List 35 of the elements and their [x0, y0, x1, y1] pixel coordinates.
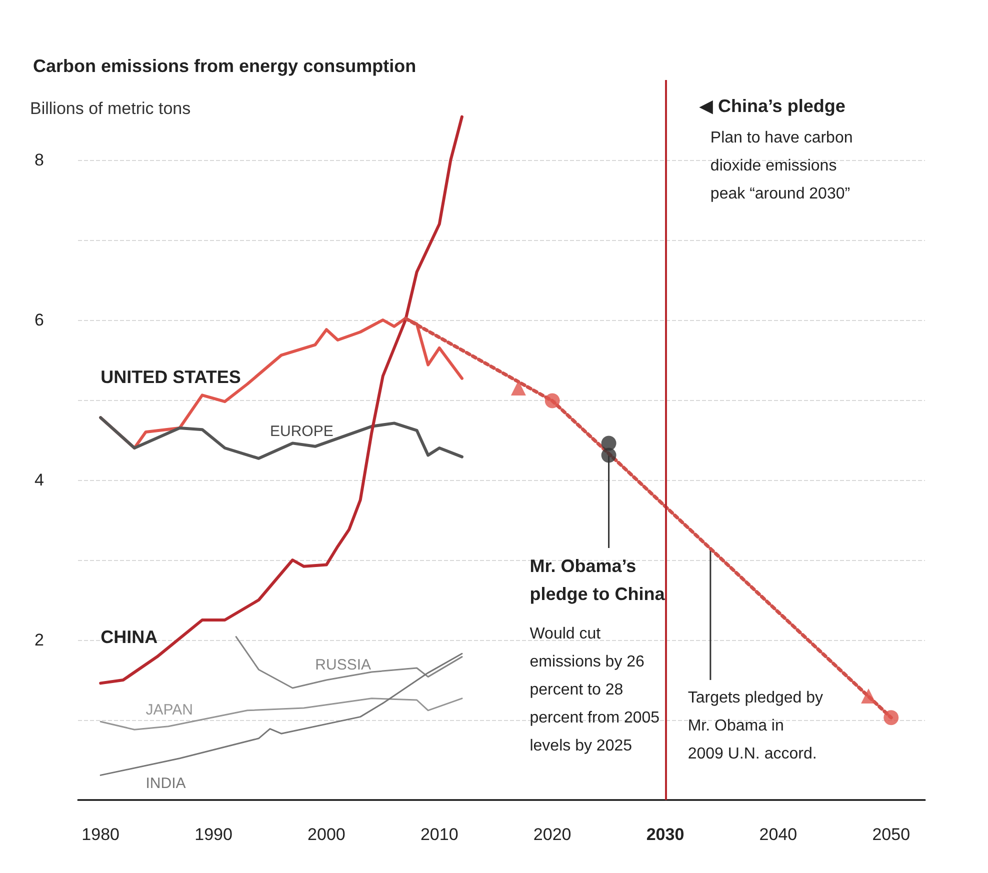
- y-axis-title: Billions of metric tons: [30, 99, 191, 118]
- y-tick-label: 8: [34, 150, 44, 170]
- line-series: [99, 416, 464, 460]
- x-tick-label: 2040: [759, 825, 798, 844]
- series-label: UNITED STATES: [100, 367, 241, 387]
- annotation: Plan to have carbon dioxide emissions peak “around 2030”: [710, 130, 853, 202]
- y-tick-label: 6: [34, 310, 44, 330]
- x-tick-label: 1990: [194, 825, 232, 844]
- annotation: Targets pledged by Mr. Obama in 2009 U.N. accord.: [688, 690, 824, 762]
- point: [544, 393, 560, 408]
- x-tick-label: 2000: [308, 825, 346, 844]
- point: [861, 688, 876, 704]
- series-label: EUROPE: [270, 423, 334, 440]
- annotation: Would cut emissions by 26 percent to 28 percent from 2005 levels by 2025: [530, 626, 660, 754]
- annotation: ◀ China’s pledge: [699, 96, 846, 116]
- x-tick-label: 2010: [420, 825, 458, 844]
- point: [601, 448, 616, 463]
- series-label: JAPAN: [146, 701, 193, 718]
- x-tick-label: 2030: [646, 825, 684, 844]
- chart-title: Carbon emissions from energy consumption: [33, 56, 416, 76]
- point: [510, 380, 526, 396]
- x-tick-label: 2020: [533, 825, 572, 844]
- point: [884, 710, 899, 726]
- series-label: INDIA: [146, 775, 186, 792]
- y-tick-label: 2: [34, 630, 44, 650]
- x-tick-label: 1980: [82, 825, 120, 844]
- series-label: CHINA: [100, 627, 158, 647]
- series-label: RUSSIA: [315, 656, 372, 674]
- line-series: [100, 698, 463, 730]
- line-series: [235, 636, 463, 689]
- x-tick-label: 2050: [872, 825, 910, 844]
- line-series: [100, 652, 463, 776]
- y-tick-label: 4: [34, 470, 44, 490]
- annotation: Mr. Obama’s pledge to China: [530, 556, 666, 604]
- line-series: [99, 115, 464, 685]
